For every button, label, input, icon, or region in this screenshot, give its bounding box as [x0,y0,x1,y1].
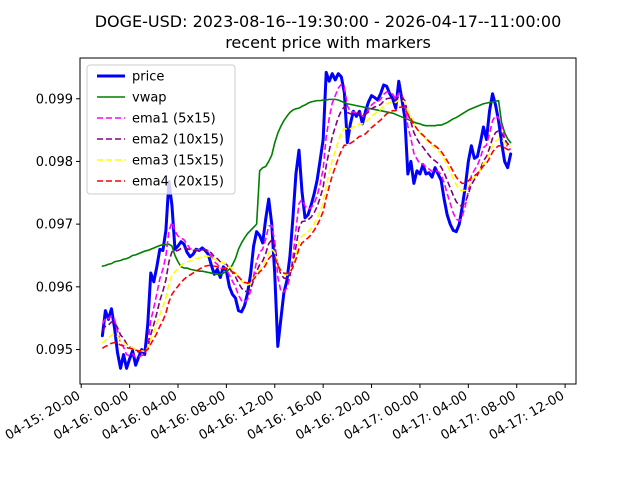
legend-label: ema2 (10x15) [132,133,224,148]
legend-label: ema3 (15x15) [132,154,224,169]
y-tick-label: 0.097 [36,218,73,233]
legend-label: ema4 (20x15) [132,175,224,190]
y-tick-label: 0.095 [36,343,73,358]
legend: price vwap ema1 (5x15) ema2 (10x15) ema3 (15… [86,64,236,195]
chart-title: DOGE-USD: 2023-08-16--19:30:00 - 2026-04… [94,12,562,31]
y-tick-label: 0.099 [36,92,73,107]
legend-label: price [132,70,164,85]
series-line-ema2 [101,96,511,354]
y-axis: 0.095 0.096 0.097 0.098 0.099 [36,92,80,358]
legend-label: vwap [132,91,167,106]
chart-subtitle: recent price with markers [225,33,431,52]
plot-frame [79,57,577,385]
legend-label: ema1 (5x15) [132,112,216,127]
series-line-vwap [101,98,512,276]
series-line-ema3 [101,99,511,353]
y-tick-label: 0.096 [36,280,73,295]
series-line-ema1 [101,83,512,359]
y-tick-label: 0.098 [36,155,73,170]
series-line-ema4 [101,106,511,353]
